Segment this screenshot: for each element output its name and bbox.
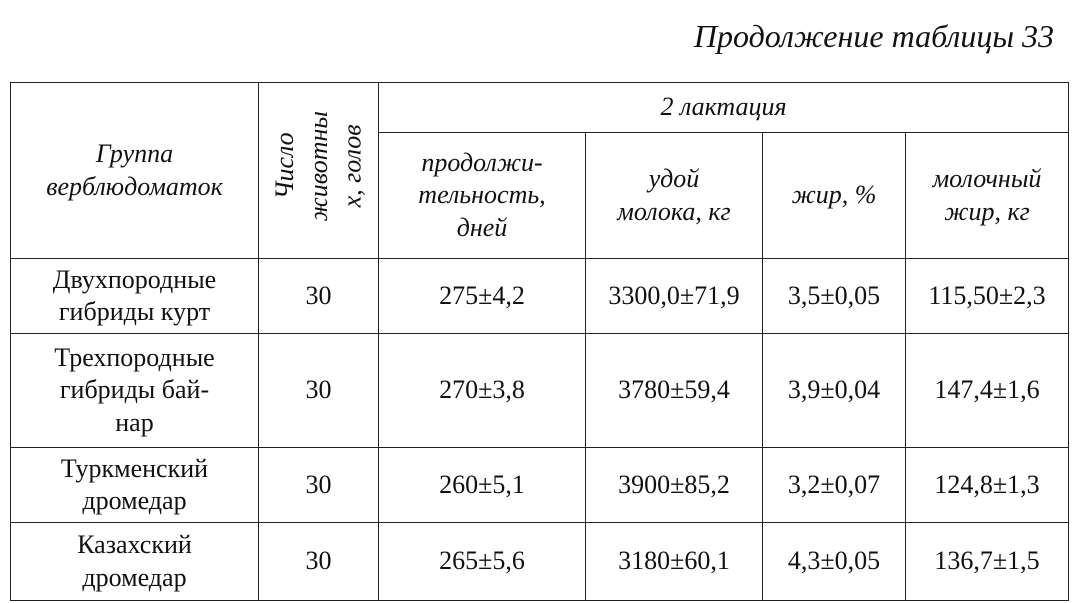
text-line: верблюдоматок	[46, 171, 223, 201]
cell: продолжи-тельность, дней	[378, 132, 586, 259]
cell: молочный жир, кг	[904, 132, 1070, 259]
cell: Двухпородные гибриды курт	[10, 258, 259, 334]
text-line: жир, %	[791, 180, 877, 210]
cell: 124,8±1,3	[904, 447, 1070, 523]
text-line: Группа	[95, 139, 174, 168]
text-line: Число	[269, 132, 299, 200]
text-line: молока, кг	[617, 196, 731, 226]
text-line: Трехпородные	[54, 342, 215, 372]
cell: Казахский дромедар	[10, 522, 259, 601]
text-line: тельность,	[418, 180, 546, 210]
cell: 115,50±2,3	[904, 258, 1070, 334]
cell: жир, %	[762, 132, 906, 259]
cell: 136,7±1,5	[904, 522, 1070, 601]
header-cell: Число животны х, голов	[258, 82, 379, 259]
row: Двухпородные гибриды курт 30 275±4,2 3300,0±…	[10, 258, 1070, 334]
cell: 265±5,6	[378, 522, 586, 601]
cell: 3780±59,4	[585, 333, 763, 448]
cell: 3,9±0,04	[762, 333, 906, 448]
row: Казахский дромедар 30 265±5,6 3180±60,1 4,3±0…	[10, 522, 1070, 601]
cell: 3300,0±71,9	[585, 258, 763, 334]
text-line: животны	[303, 111, 333, 222]
text-line: молочный	[932, 164, 1042, 193]
cell: 260±5,1	[378, 447, 586, 523]
text-line: гибриды курт	[58, 297, 211, 326]
text-line: продолжи-	[421, 147, 543, 177]
cell: 30	[258, 522, 379, 601]
text-line: Двухпородные	[52, 264, 217, 294]
cell: 3180±60,1	[585, 522, 763, 601]
cell: 30	[258, 333, 379, 448]
cell: 30	[258, 447, 379, 523]
cell: 3900±85,2	[585, 447, 763, 523]
text-line: жир, кг	[944, 196, 1030, 226]
cell: 30	[258, 258, 379, 334]
cell: 147,4±1,6	[904, 333, 1070, 448]
row: Трехпородные гибриды бай-нар 30 270±3,8 3780…	[10, 333, 1070, 448]
text-line: удой	[648, 164, 700, 193]
cell: удой молока, кг	[585, 132, 763, 259]
cell: Туркменский дромедар	[10, 447, 259, 523]
row: Туркменский дромедар 30 260±5,1 3900±85,2 3,2…	[10, 447, 1070, 523]
cell: 3,5±0,05	[762, 258, 906, 334]
header-cell: Группа верблюдоматок	[10, 82, 259, 259]
cell: Трехпородные гибриды бай-нар	[10, 333, 259, 448]
text-line: Туркменский	[60, 453, 209, 483]
table: Группа верблюдоматок Число животны х, голов…	[10, 82, 1070, 601]
text-line: дромедар	[82, 562, 187, 592]
header-cell: 2 лактация	[377, 82, 1070, 133]
text-line: х, голов	[337, 124, 367, 208]
cell: 3,2±0,07	[762, 447, 906, 523]
cell: 4,3±0,05	[762, 522, 906, 601]
text-line: гибриды бай-	[59, 375, 210, 405]
text-line: дромедар	[82, 486, 187, 515]
text-line: дней	[456, 212, 508, 242]
cell: 275±4,2	[378, 258, 586, 334]
text-line: нар	[115, 407, 154, 437]
cell: 270±3,8	[378, 333, 586, 448]
text-line: Казахский	[77, 530, 192, 559]
caption: Продолжение таблицы 33	[693, 18, 1054, 54]
